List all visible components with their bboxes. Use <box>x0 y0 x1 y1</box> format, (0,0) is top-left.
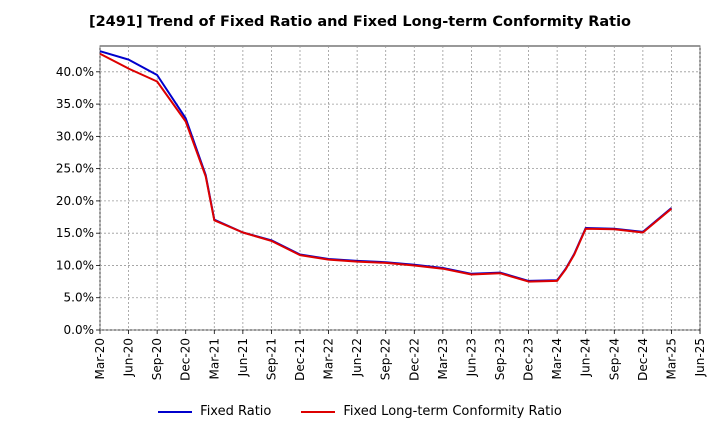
legend-item-fixed-ratio: Fixed Ratio <box>158 404 271 419</box>
x-tick-label: Mar-24 <box>550 338 564 379</box>
x-tick-label: Jun-24 <box>579 338 593 377</box>
x-tick-label: Dec-22 <box>407 338 421 381</box>
y-tick-label: 0.0% <box>64 323 95 337</box>
y-tick-label: 35.0% <box>56 97 94 111</box>
y-tick-label: 5.0% <box>64 291 95 305</box>
y-tick-label: 15.0% <box>56 226 94 240</box>
legend-label-fixed-ratio: Fixed Ratio <box>200 404 272 419</box>
x-tick-label: Mar-20 <box>93 338 107 379</box>
x-tick-label: Dec-20 <box>179 338 193 381</box>
x-tick-label: Sep-21 <box>264 338 278 380</box>
chart-title: [2491] Trend of Fixed Ratio and Fixed Lo… <box>88 14 632 30</box>
series-line-fixed-long-term-conformity-ratio <box>99 52 673 283</box>
x-tick-label: Jun-22 <box>350 338 364 377</box>
x-tick-label: Sep-23 <box>493 338 507 380</box>
y-tick-label: 40.0% <box>56 65 94 79</box>
x-axis: Mar-20 Jun-20 Sep-20 Dec-20 Mar-21 Jun-21 Sep-… <box>93 330 707 381</box>
y-tick-label: 25.0% <box>56 162 94 176</box>
x-tick-label: Mar-21 <box>207 338 221 379</box>
x-tick-label: Sep-20 <box>150 338 164 380</box>
legend-swatch-fixed-long-term-conformity-ratio <box>301 410 336 413</box>
x-tick-label: Jun-20 <box>122 338 136 377</box>
legend: Fixed Ratio Fixed Long-term Conformity R… <box>0 404 720 419</box>
x-tick-label: Sep-24 <box>607 338 621 380</box>
grid <box>99 46 701 331</box>
x-tick-label: Mar-22 <box>322 338 336 379</box>
legend-swatch-fixed-ratio <box>158 410 193 413</box>
x-tick-label: Dec-23 <box>522 338 536 381</box>
x-tick-label: Dec-24 <box>636 338 650 381</box>
plot-area <box>99 45 701 331</box>
y-tick-label: 10.0% <box>56 258 94 272</box>
legend-item-fixed-long-term-conformity-ratio: Fixed Long-term Conformity Ratio <box>301 404 562 419</box>
x-tick-label: Sep-22 <box>379 338 393 380</box>
x-tick-label: Jun-25 <box>693 338 707 377</box>
legend-label-fixed-long-term-conformity-ratio: Fixed Long-term Conformity Ratio <box>343 404 562 419</box>
y-tick-label: 20.0% <box>56 194 94 208</box>
x-tick-label: Mar-25 <box>664 338 678 379</box>
y-axis: 0.0% 5.0% 10.0% 15.0% 20.0% 25.0% 30.0% 35.0% 40… <box>56 65 100 337</box>
x-tick-label: Jun-23 <box>464 338 478 377</box>
x-tick-label: Jun-21 <box>236 338 250 377</box>
y-tick-label: 30.0% <box>56 129 94 143</box>
series-lines <box>99 50 673 283</box>
x-tick-label: Dec-21 <box>293 338 307 381</box>
x-tick-label: Mar-23 <box>436 338 450 379</box>
